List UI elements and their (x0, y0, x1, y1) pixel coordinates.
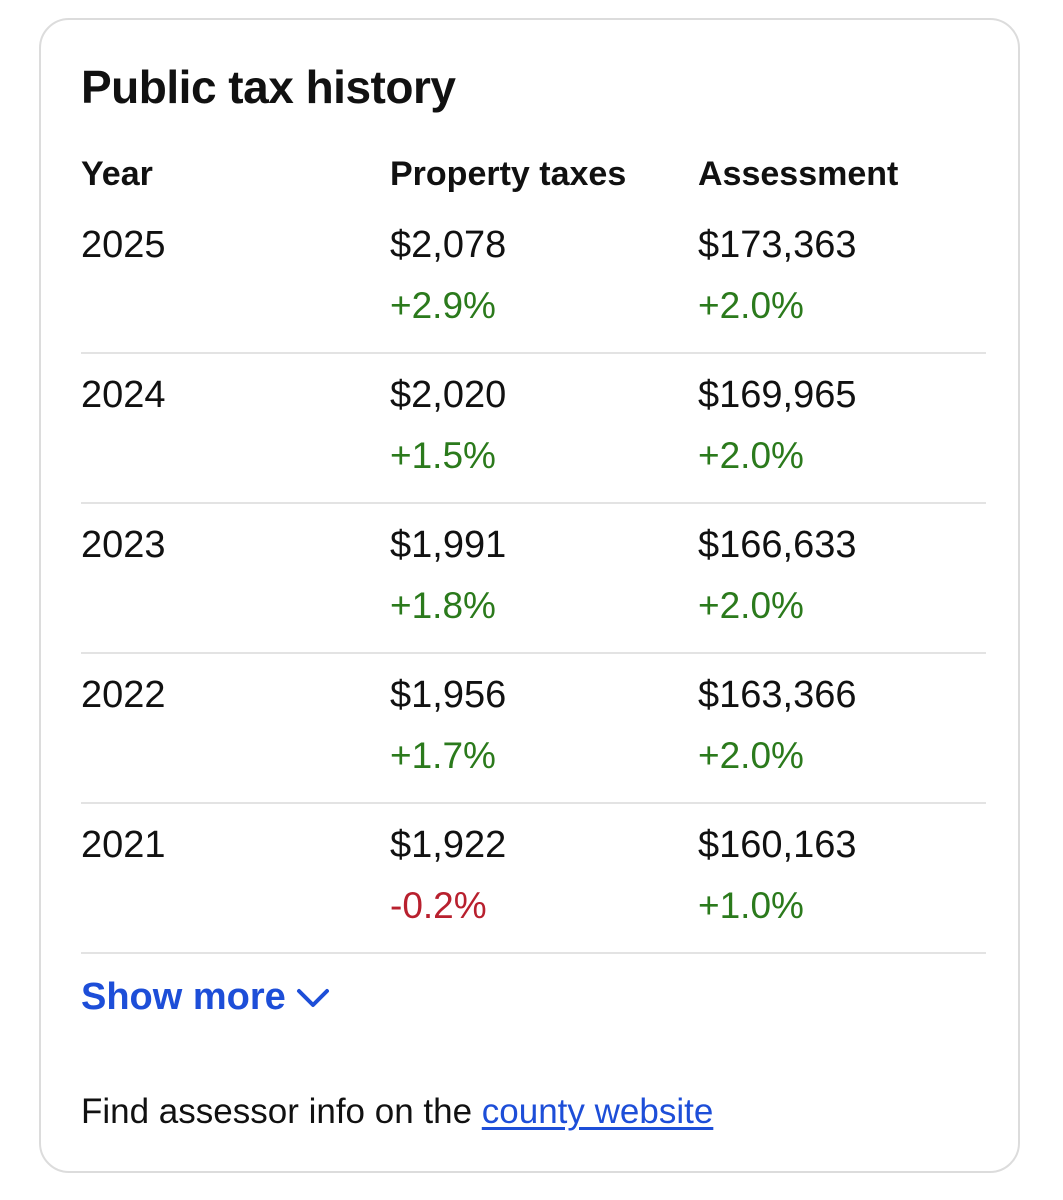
table-row: 2022 $1,956 +1.7% $163,366 +2.0% (81, 654, 986, 804)
assessment-cell: $163,366 +2.0% (698, 676, 857, 774)
assessment-cell: $169,965 +2.0% (698, 376, 857, 474)
column-header-assessment: Assessment (698, 155, 899, 193)
assessor-info-text: Find assessor info on the county website (81, 1094, 713, 1129)
county-website-link[interactable]: county website (481, 1092, 714, 1131)
footer-text: Find assessor info on the (81, 1092, 482, 1131)
year-value: 2021 (81, 824, 166, 866)
table-row: 2021 $1,922 -0.2% $160,163 +1.0% (81, 804, 986, 954)
year-value: 2024 (81, 374, 166, 416)
table-row: 2024 $2,020 +1.5% $169,965 +2.0% (81, 354, 986, 504)
property-tax-cell: $1,991 +1.8% (390, 526, 506, 624)
card-title: Public tax history (81, 61, 456, 113)
property-tax-change: +1.8% (390, 585, 496, 626)
year-value: 2023 (81, 524, 166, 566)
year-cell: 2024 (81, 376, 166, 414)
assessment-change: +2.0% (698, 735, 804, 776)
property-tax-value: $1,922 (390, 824, 507, 866)
property-tax-cell: $1,922 -0.2% (390, 826, 506, 924)
property-tax-value: $1,956 (390, 674, 507, 716)
year-cell: 2021 (81, 826, 166, 864)
table-body: 2025 $2,078 +2.9% $173,363 +2.0% 2024 $2… (81, 204, 986, 954)
assessment-cell: $166,633 +2.0% (698, 526, 857, 624)
property-tax-change: -0.2% (390, 885, 487, 926)
property-tax-change: +2.9% (390, 285, 496, 326)
property-tax-cell: $1,956 +1.7% (390, 676, 506, 774)
show-more-label: Show more (81, 976, 286, 1018)
assessment-change: +2.0% (698, 435, 804, 476)
assessment-value: $173,363 (698, 224, 857, 266)
property-tax-value: $1,991 (390, 524, 507, 566)
assessment-value: $160,163 (698, 824, 857, 866)
show-more-button[interactable]: Show more (81, 978, 330, 1016)
table-row: 2025 $2,078 +2.9% $173,363 +2.0% (81, 204, 986, 354)
year-value: 2022 (81, 674, 166, 716)
assessment-change: +1.0% (698, 885, 804, 926)
chevron-down-icon (296, 978, 330, 1016)
assessment-value: $163,366 (698, 674, 857, 716)
column-header-property-taxes: Property taxes (390, 155, 627, 193)
assessment-cell: $173,363 +2.0% (698, 226, 857, 324)
tax-history-card: Public tax history Year Property taxes A… (39, 18, 1020, 1173)
table-row: 2023 $1,991 +1.8% $166,633 +2.0% (81, 504, 986, 654)
property-tax-cell: $2,078 +2.9% (390, 226, 506, 324)
year-cell: 2025 (81, 226, 166, 264)
assessment-value: $169,965 (698, 374, 857, 416)
property-tax-value: $2,078 (390, 224, 507, 266)
year-value: 2025 (81, 224, 166, 266)
year-cell: 2023 (81, 526, 166, 564)
table-header: Year Property taxes Assessment (81, 157, 986, 197)
column-header-year: Year (81, 155, 153, 193)
property-tax-cell: $2,020 +1.5% (390, 376, 506, 474)
property-tax-change: +1.7% (390, 735, 496, 776)
property-tax-change: +1.5% (390, 435, 496, 476)
property-tax-value: $2,020 (390, 374, 507, 416)
assessment-cell: $160,163 +1.0% (698, 826, 857, 924)
year-cell: 2022 (81, 676, 166, 714)
assessment-change: +2.0% (698, 585, 804, 626)
assessment-value: $166,633 (698, 524, 857, 566)
assessment-change: +2.0% (698, 285, 804, 326)
